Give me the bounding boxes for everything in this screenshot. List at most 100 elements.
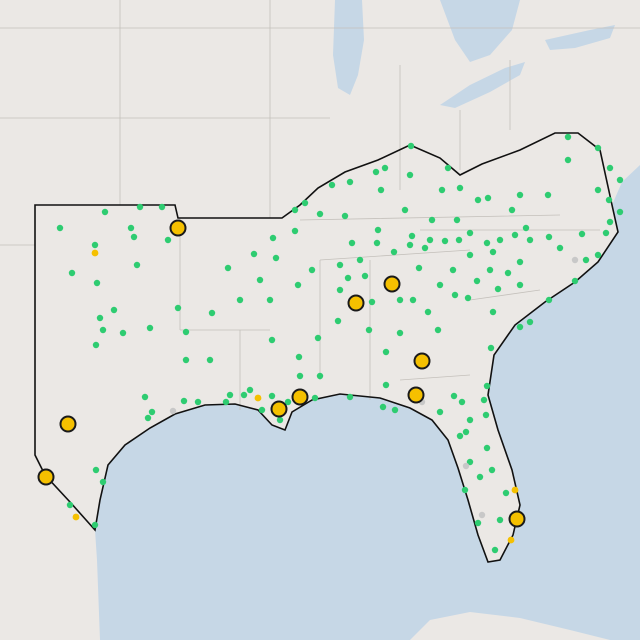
site-marker[interactable] (56, 224, 64, 232)
site-marker[interactable] (361, 272, 369, 280)
site-marker[interactable] (578, 230, 586, 238)
major-site-marker[interactable] (169, 219, 187, 237)
site-marker[interactable] (266, 296, 274, 304)
site-marker[interactable] (401, 206, 409, 214)
major-site-marker[interactable] (37, 468, 55, 486)
site-marker[interactable] (545, 233, 553, 241)
site-marker[interactable] (316, 210, 324, 218)
site-marker[interactable] (409, 296, 417, 304)
site-marker[interactable] (616, 208, 624, 216)
site-marker[interactable] (564, 133, 572, 141)
site-marker[interactable] (450, 392, 458, 400)
site-marker[interactable] (544, 191, 552, 199)
site-marker[interactable] (146, 324, 154, 332)
site-marker[interactable] (346, 393, 354, 401)
site-marker[interactable] (616, 176, 624, 184)
site-marker[interactable] (466, 251, 474, 259)
site-marker[interactable] (455, 236, 463, 244)
site-marker[interactable] (484, 194, 492, 202)
site-marker[interactable] (415, 264, 423, 272)
site-marker[interactable] (526, 236, 534, 244)
site-marker[interactable] (96, 314, 104, 322)
site-marker[interactable] (508, 206, 516, 214)
site-marker[interactable] (483, 239, 491, 247)
site-marker[interactable] (258, 406, 266, 414)
site-marker[interactable] (91, 521, 99, 529)
site-marker[interactable] (486, 266, 494, 274)
site-marker[interactable] (341, 212, 349, 220)
site-marker[interactable] (407, 142, 415, 150)
site-marker[interactable] (365, 326, 373, 334)
site-marker[interactable] (222, 398, 230, 406)
site-marker[interactable] (444, 164, 452, 172)
site-marker[interactable] (489, 308, 497, 316)
site-marker[interactable] (368, 298, 376, 306)
site-marker[interactable] (336, 261, 344, 269)
site-marker[interactable] (516, 281, 524, 289)
site-marker[interactable] (507, 536, 515, 544)
site-marker[interactable] (478, 511, 486, 519)
site-marker[interactable] (390, 248, 398, 256)
site-marker[interactable] (606, 218, 614, 226)
site-marker[interactable] (428, 216, 436, 224)
site-marker[interactable] (110, 306, 118, 314)
site-marker[interactable] (141, 393, 149, 401)
site-marker[interactable] (466, 229, 474, 237)
site-marker[interactable] (296, 372, 304, 380)
site-marker[interactable] (382, 348, 390, 356)
site-marker[interactable] (496, 236, 504, 244)
site-marker[interactable] (254, 394, 262, 402)
site-marker[interactable] (314, 334, 322, 342)
site-marker[interactable] (449, 266, 457, 274)
site-marker[interactable] (453, 216, 461, 224)
site-marker[interactable] (462, 462, 470, 470)
site-marker[interactable] (148, 408, 156, 416)
site-marker[interactable] (268, 392, 276, 400)
site-marker[interactable] (456, 184, 464, 192)
site-marker[interactable] (127, 224, 135, 232)
site-marker[interactable] (522, 224, 530, 232)
site-marker[interactable] (372, 168, 380, 176)
site-marker[interactable] (182, 356, 190, 364)
site-marker[interactable] (391, 406, 399, 414)
site-marker[interactable] (182, 328, 190, 336)
site-marker[interactable] (406, 171, 414, 179)
site-marker[interactable] (291, 227, 299, 235)
site-marker[interactable] (516, 258, 524, 266)
site-marker[interactable] (476, 473, 484, 481)
site-marker[interactable] (436, 281, 444, 289)
site-marker[interactable] (504, 269, 512, 277)
site-marker[interactable] (571, 256, 579, 264)
site-marker[interactable] (474, 519, 482, 527)
site-marker[interactable] (158, 203, 166, 211)
site-marker[interactable] (208, 309, 216, 317)
site-marker[interactable] (92, 466, 100, 474)
site-marker[interactable] (226, 391, 234, 399)
site-marker[interactable] (301, 199, 309, 207)
site-marker[interactable] (284, 398, 292, 406)
site-marker[interactable] (334, 317, 342, 325)
site-marker[interactable] (466, 416, 474, 424)
site-marker[interactable] (406, 241, 414, 249)
site-marker[interactable] (438, 186, 446, 194)
site-marker[interactable] (434, 326, 442, 334)
site-marker[interactable] (436, 408, 444, 416)
major-site-marker[interactable] (383, 275, 401, 293)
site-marker[interactable] (374, 226, 382, 234)
site-marker[interactable] (348, 239, 356, 247)
site-marker[interactable] (441, 237, 449, 245)
site-marker[interactable] (516, 191, 524, 199)
site-marker[interactable] (496, 516, 504, 524)
site-marker[interactable] (502, 489, 510, 497)
site-marker[interactable] (571, 277, 579, 285)
site-marker[interactable] (336, 286, 344, 294)
site-marker[interactable] (144, 414, 152, 422)
site-marker[interactable] (91, 241, 99, 249)
site-marker[interactable] (462, 428, 470, 436)
site-marker[interactable] (224, 264, 232, 272)
site-marker[interactable] (605, 196, 613, 204)
site-marker[interactable] (458, 398, 466, 406)
major-site-marker[interactable] (407, 386, 425, 404)
site-marker[interactable] (491, 546, 499, 554)
site-marker[interactable] (291, 206, 299, 214)
